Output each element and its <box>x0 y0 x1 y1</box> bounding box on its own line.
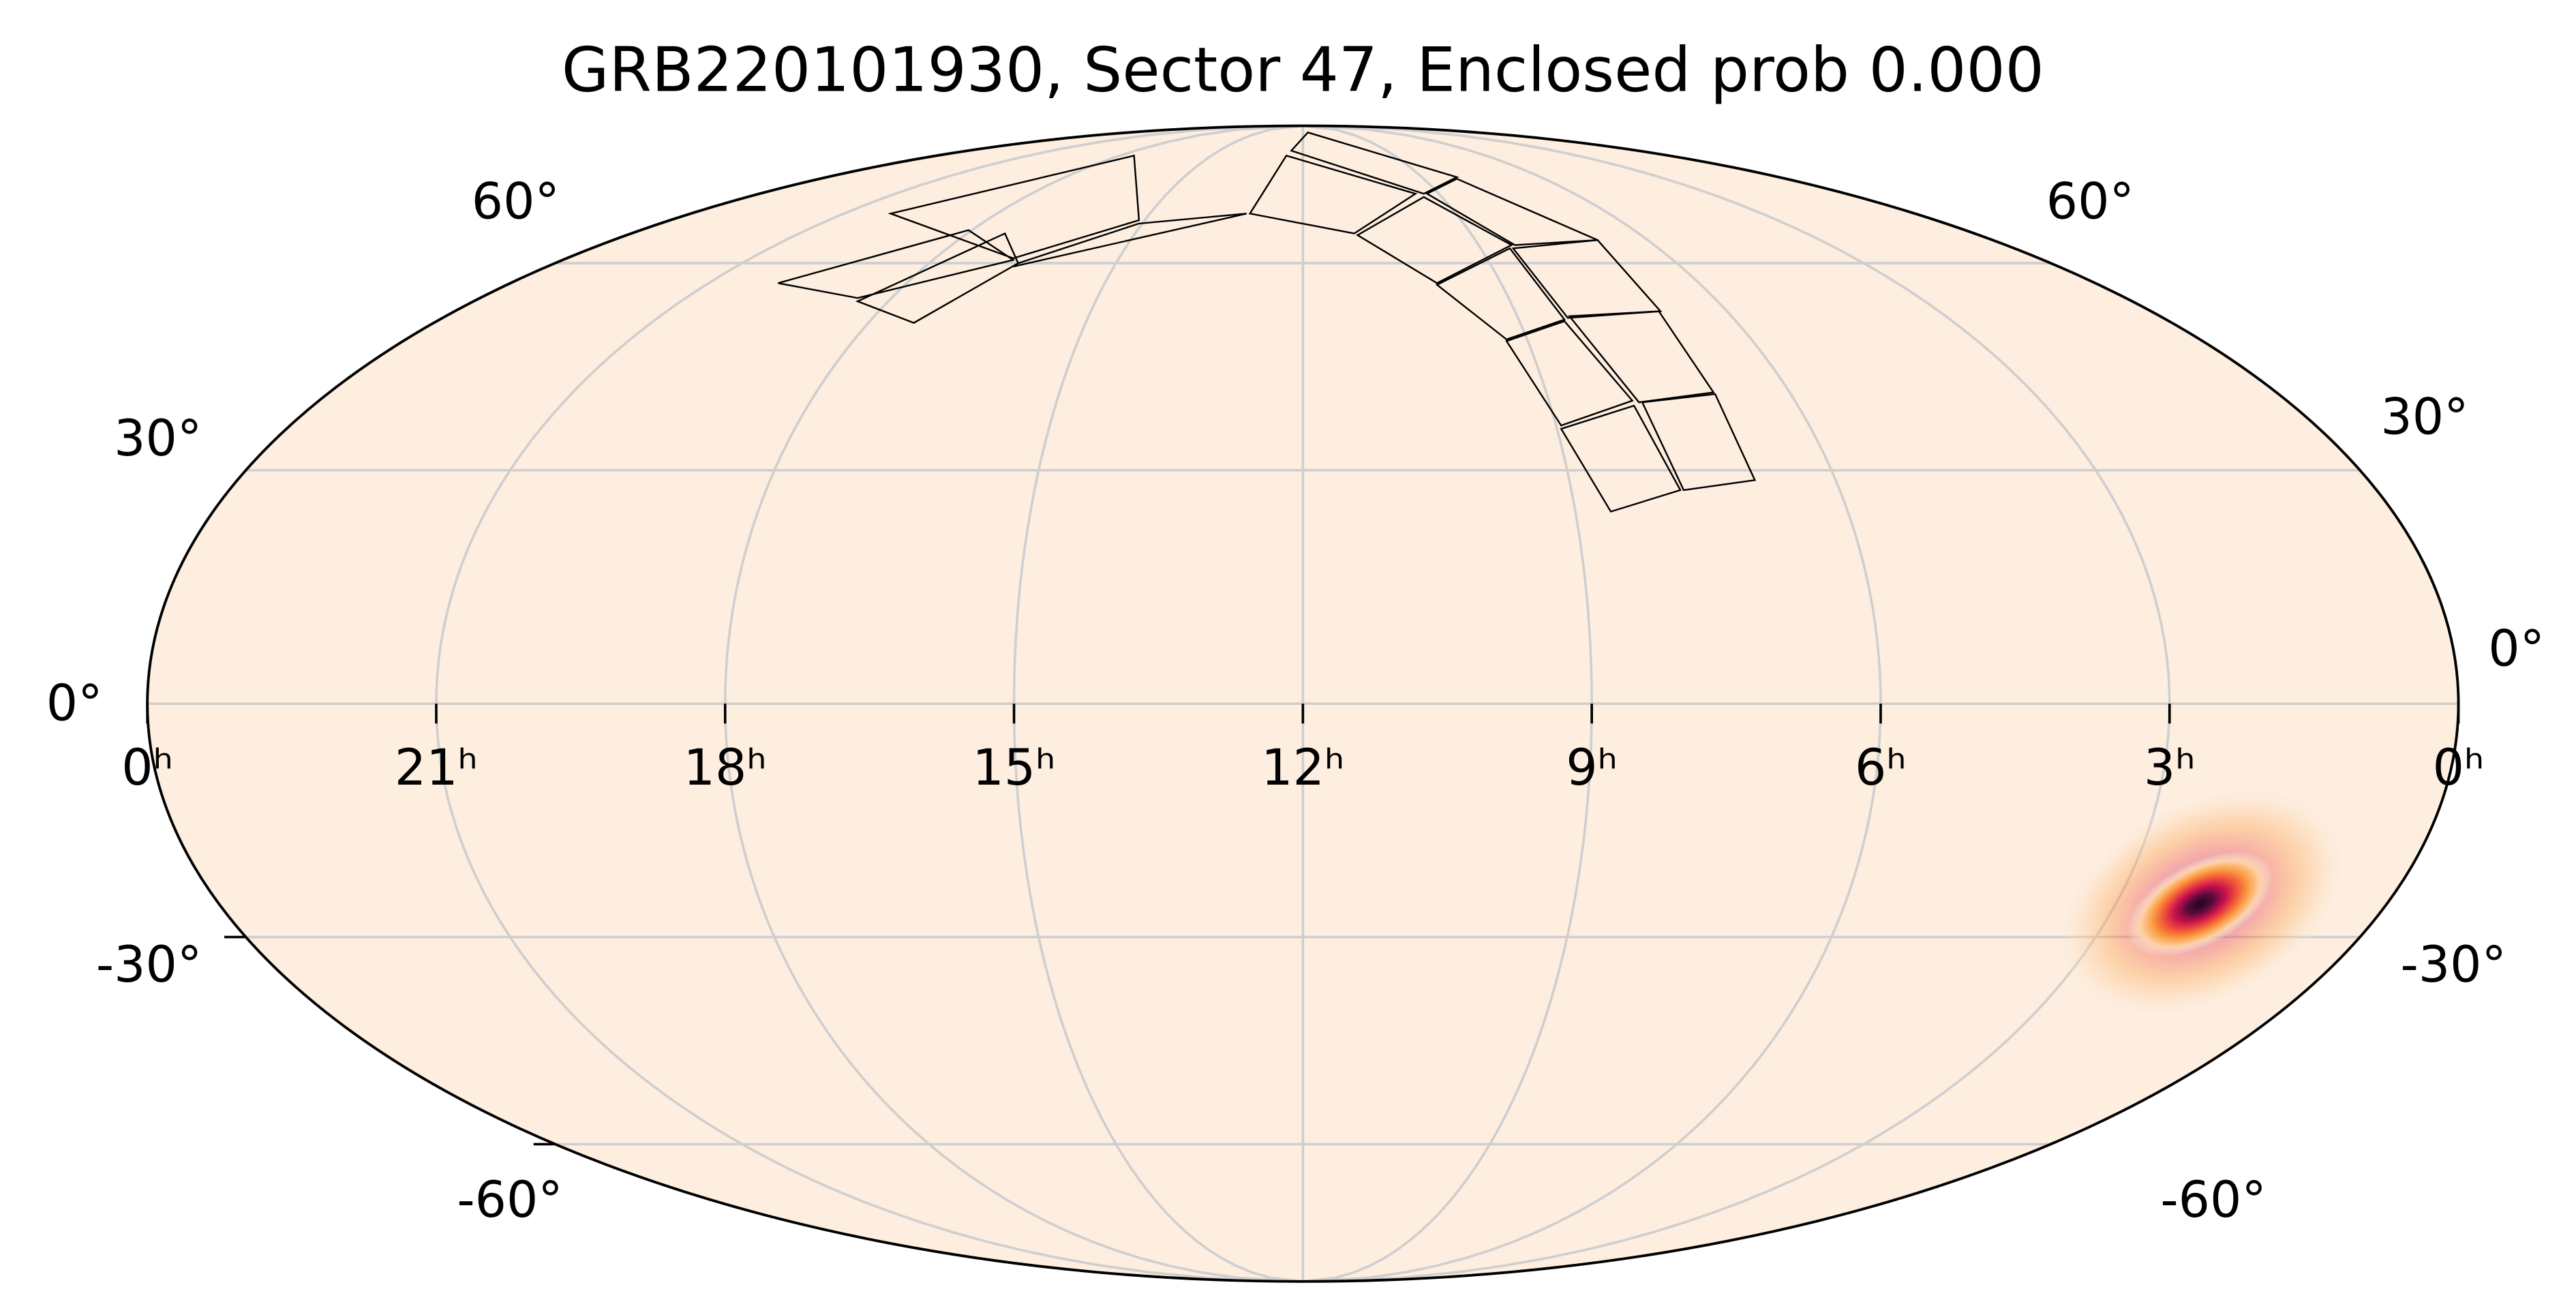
x-tick-label: 12ʰ <box>1261 739 1344 797</box>
y-tick-label-left: 0° <box>46 674 103 732</box>
x-tick-label: 6ʰ <box>1855 739 1907 797</box>
y-tick-label-right: 0° <box>2488 620 2545 678</box>
y-tick-label-left: -60° <box>457 1171 562 1229</box>
y-tick-label-right: 30° <box>2380 388 2468 446</box>
y-tick-label-left: -30° <box>96 936 202 994</box>
y-tick-label-left: 60° <box>472 173 560 231</box>
y-tick-label-right: 60° <box>2046 173 2134 231</box>
x-tick-label: 21ʰ <box>395 739 478 797</box>
x-tick-label: 0ʰ <box>2433 739 2485 797</box>
chart-title: GRB220101930, Sector 47, Enclosed prob 0… <box>562 35 2044 106</box>
probability-peak <box>2127 851 2273 956</box>
x-tick-label: 3ʰ <box>2144 739 2196 797</box>
y-tick-label-right: -30° <box>2401 936 2506 994</box>
y-tick-label-left: 30° <box>114 410 202 468</box>
sector-footprint <box>778 131 1757 513</box>
labels: 0ʰ 21ʰ 18ʰ 15ʰ 12ʰ 9ʰ 6ʰ 3ʰ 0ʰ -60° -60° -30° -30° 0°… <box>46 173 2545 1229</box>
x-tick-label: 18ʰ <box>684 739 767 797</box>
x-tick-label: 9ʰ <box>1566 739 1618 797</box>
y-tick-label-right: -60° <box>2160 1171 2266 1229</box>
x-tick-label: 0ʰ <box>121 739 173 797</box>
x-tick-label: 15ʰ <box>972 739 1055 797</box>
